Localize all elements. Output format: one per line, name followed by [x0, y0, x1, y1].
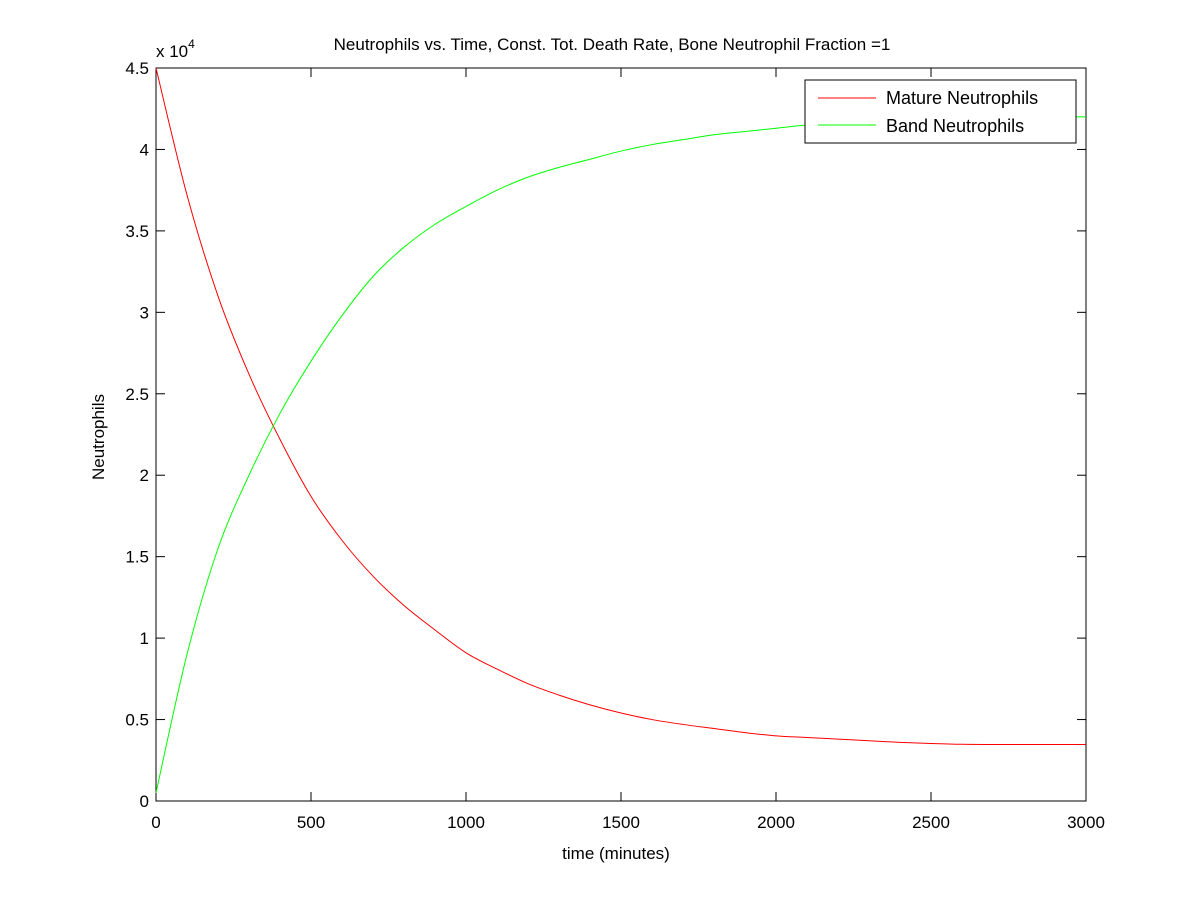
- y-axis-label: Neutrophils: [89, 394, 108, 480]
- x-axis-label: time (minutes): [562, 844, 670, 863]
- x-tick-label: 500: [297, 813, 325, 832]
- x-tick-label: 1000: [447, 813, 485, 832]
- y-tick-label: 0: [140, 792, 149, 811]
- tick-labels: 0 500 1000 1500 2000 2500 3000 0 0.5 1 1.5 2 2.5 3 3.5…: [125, 59, 1105, 832]
- y-exponent-label: x 104: [156, 37, 195, 61]
- legend-label-band-neutrophils: Band Neutrophils: [886, 116, 1024, 136]
- x-tick-label: 1500: [602, 813, 640, 832]
- legend: Mature Neutrophils Band Neutrophils: [804, 79, 1077, 144]
- legend-label-mature-neutrophils: Mature Neutrophils: [886, 88, 1038, 108]
- y-tick-label: 1.5: [125, 548, 149, 567]
- y-tick-label: 3.5: [125, 222, 149, 241]
- x-tick-label: 0: [151, 813, 160, 832]
- plot-area-frame: [155, 67, 1087, 802]
- y-exponent-base: x 10: [156, 42, 188, 61]
- y-tick-label: 3: [140, 303, 149, 322]
- y-tick-label: 1: [140, 629, 149, 648]
- x-tick-label: 3000: [1067, 813, 1105, 832]
- tick-marks: [155, 67, 1087, 802]
- y-tick-label: 0.5: [125, 711, 149, 730]
- y-tick-label: 2.5: [125, 385, 149, 404]
- y-tick-label: 4.5: [125, 59, 149, 78]
- y-exponent-power: 4: [188, 37, 195, 51]
- chart-title: Neutrophils vs. Time, Const. Tot. Death …: [334, 35, 891, 54]
- y-tick-label: 4: [140, 140, 149, 159]
- series-line-mature-neutrophils: [155, 67, 1086, 745]
- legend-box: [804, 79, 1077, 144]
- x-tick-label: 2500: [912, 813, 950, 832]
- y-tick-label: 2: [140, 466, 149, 485]
- x-tick-label: 2000: [757, 813, 795, 832]
